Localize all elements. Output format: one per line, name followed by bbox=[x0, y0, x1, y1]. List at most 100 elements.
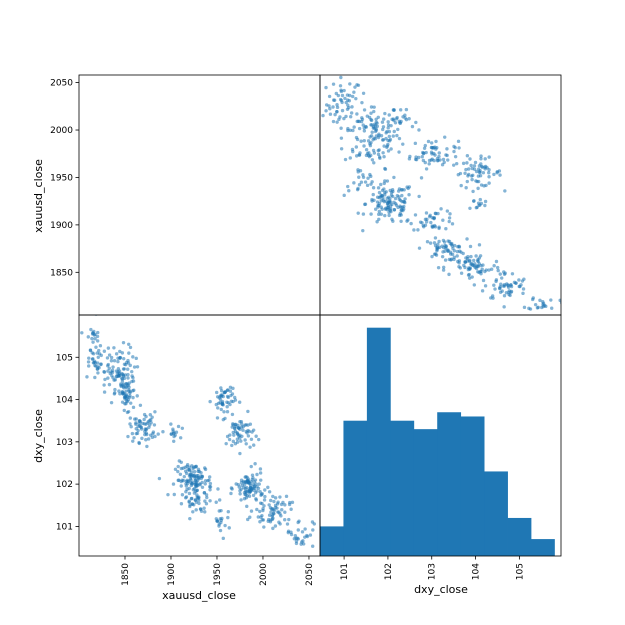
scatter-point bbox=[454, 161, 459, 166]
scatter-point bbox=[435, 246, 439, 250]
scatter-point bbox=[348, 82, 352, 86]
scatter-point bbox=[248, 445, 252, 449]
histogram-bar bbox=[437, 412, 462, 556]
scatter-point bbox=[176, 424, 181, 429]
scatter-point bbox=[470, 275, 474, 279]
scatter-point bbox=[474, 169, 479, 174]
scatter-point bbox=[421, 158, 426, 163]
scatter-point bbox=[176, 464, 180, 469]
scatter-point bbox=[452, 257, 456, 262]
scatter-point bbox=[223, 523, 227, 528]
scatter-point bbox=[328, 107, 332, 111]
scatter-point bbox=[296, 528, 300, 532]
scatter-point bbox=[221, 403, 225, 407]
scatter-point bbox=[517, 278, 521, 282]
scatter-point bbox=[352, 90, 356, 94]
scatter-point bbox=[95, 334, 100, 339]
scatter-point bbox=[445, 147, 449, 151]
scatter-point bbox=[254, 434, 258, 438]
scatter-point bbox=[446, 158, 450, 162]
scatter-point bbox=[244, 442, 248, 446]
scatter-point bbox=[463, 260, 467, 264]
scatter-point bbox=[400, 193, 404, 198]
scatter-point bbox=[419, 176, 424, 180]
scatter-point bbox=[233, 395, 237, 400]
scatter-point bbox=[377, 217, 381, 221]
scatter-point bbox=[487, 168, 491, 172]
scatter-point bbox=[275, 502, 280, 506]
scatter-point bbox=[424, 150, 428, 155]
scatter-point bbox=[124, 399, 129, 403]
scatter-point bbox=[357, 153, 362, 157]
scatter-point bbox=[477, 170, 481, 174]
scatter-point bbox=[241, 428, 245, 432]
scatter-point bbox=[333, 112, 337, 117]
scatter-point bbox=[204, 493, 209, 497]
scatter-point bbox=[494, 259, 499, 264]
scatter-point bbox=[465, 154, 470, 158]
scatter-point bbox=[386, 126, 390, 130]
x-axis-label-bottom-right: dxy_close bbox=[414, 583, 468, 596]
scatter-point bbox=[498, 173, 502, 177]
scatter-point bbox=[172, 434, 176, 439]
scatter-point bbox=[121, 373, 126, 377]
scatter-point bbox=[424, 220, 429, 224]
scatter-point bbox=[96, 330, 100, 335]
scatter-point bbox=[259, 493, 263, 497]
scatter-point bbox=[476, 186, 480, 191]
scatter-point bbox=[533, 302, 538, 307]
scatter-point bbox=[166, 492, 170, 497]
histogram-bar bbox=[507, 517, 532, 556]
scatter-point bbox=[131, 355, 135, 359]
scatter-point bbox=[200, 475, 204, 479]
scatter-point bbox=[301, 539, 305, 543]
scatter-point bbox=[118, 392, 122, 396]
scatter-point bbox=[550, 306, 554, 310]
scatter-point bbox=[352, 181, 356, 185]
scatter-point bbox=[231, 439, 236, 444]
scatter-point bbox=[233, 427, 237, 431]
scatter-point bbox=[347, 105, 351, 110]
scatter-point bbox=[134, 356, 138, 361]
scatter-point bbox=[444, 227, 448, 231]
scatter-point bbox=[303, 527, 307, 531]
scatter-point bbox=[263, 494, 267, 499]
scatter-point bbox=[261, 507, 265, 511]
scatter-point bbox=[312, 522, 316, 526]
scatter-point bbox=[219, 386, 223, 390]
scatter-point bbox=[107, 353, 112, 357]
scatter-point bbox=[362, 144, 366, 148]
scatter-point bbox=[335, 105, 340, 110]
scatter-point bbox=[127, 351, 131, 355]
scatter-point bbox=[91, 352, 96, 356]
scatter-point bbox=[229, 486, 234, 490]
scatter-point bbox=[126, 434, 130, 439]
scatter-point bbox=[414, 120, 418, 125]
scatter-point bbox=[439, 207, 443, 211]
scatter-point bbox=[129, 401, 133, 405]
scatter-point bbox=[437, 151, 441, 155]
scatter-point bbox=[450, 222, 455, 226]
scatter-point bbox=[289, 530, 293, 534]
scatter-point bbox=[328, 112, 333, 116]
scatter-point bbox=[392, 200, 396, 205]
scatter-point bbox=[99, 362, 103, 366]
scatter-point bbox=[189, 483, 194, 488]
scatter-point bbox=[514, 281, 518, 285]
scatter-point bbox=[377, 203, 381, 208]
scatter-point bbox=[417, 194, 421, 199]
scatter-point bbox=[408, 154, 412, 159]
scatter-point bbox=[178, 436, 183, 440]
scatter-point bbox=[448, 212, 452, 216]
scatter-point bbox=[455, 254, 459, 258]
scatter-point bbox=[432, 158, 436, 163]
scatter-point bbox=[289, 507, 293, 511]
scatter-point bbox=[86, 364, 91, 368]
scatter-point bbox=[243, 438, 247, 442]
scatter-point bbox=[387, 113, 391, 117]
scatter-point bbox=[110, 373, 114, 378]
scatter-point bbox=[441, 218, 445, 222]
histogram-bar bbox=[366, 327, 391, 556]
scatter-point bbox=[109, 359, 114, 363]
tick-layer: 1850 1900 1950 2000 2050 101 102 103 104 105 1850 1… bbox=[50, 79, 525, 586]
